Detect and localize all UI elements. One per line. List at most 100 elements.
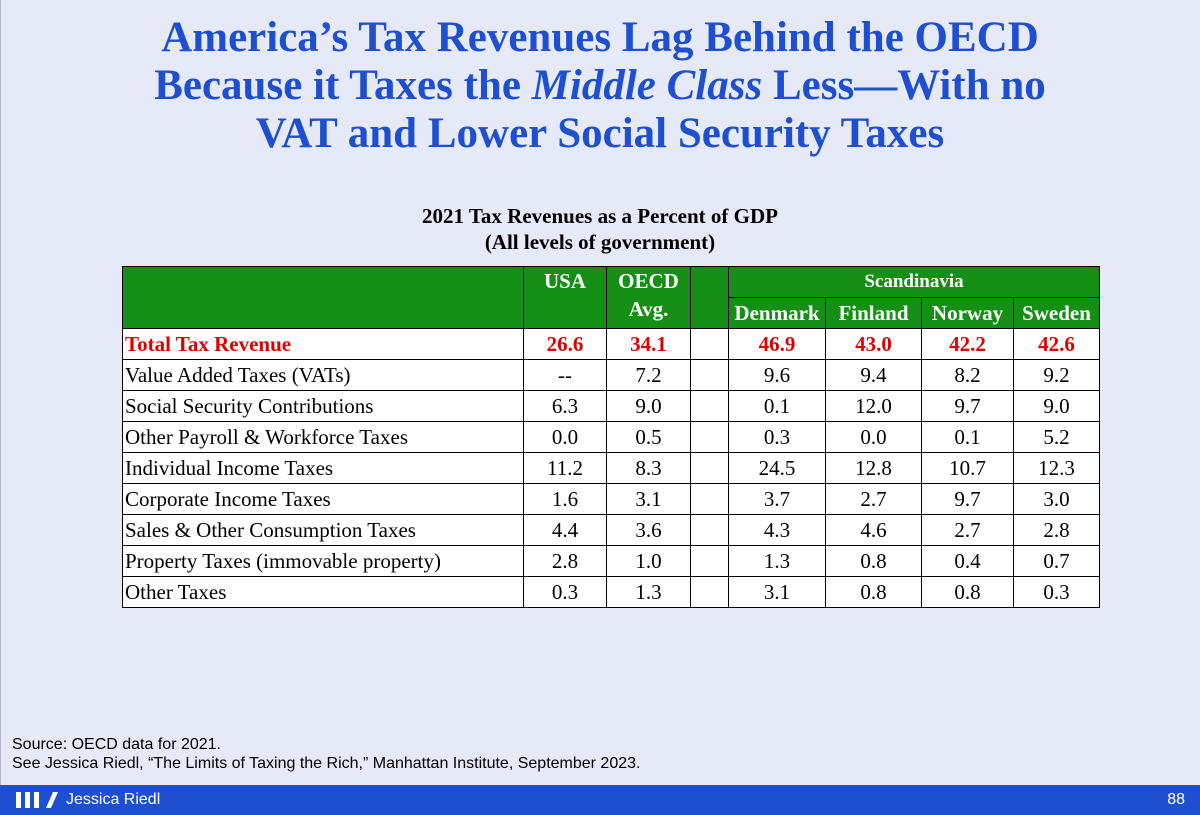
table-row: Corporate Income Taxes 1.6 3.1 3.7 2.7 9.7 3.0 <box>122 483 1100 515</box>
table-title: 2021 Tax Revenues as a Percent of GDP (A… <box>0 203 1200 255</box>
cell-finland: 2.7 <box>825 483 922 515</box>
spacer-cell <box>690 514 729 546</box>
cell-norway: 0.8 <box>921 576 1014 608</box>
cell-usa: 4.4 <box>523 514 607 546</box>
cell-usa: 26.6 <box>523 328 607 360</box>
tax-revenue-table: USA OECD Avg. Scandinavia Denmark Finlan… <box>122 266 1100 608</box>
cell-usa: 11.2 <box>523 452 607 484</box>
spacer-cell <box>690 421 729 453</box>
footer-bar: Jessica Riedl 88 <box>0 785 1200 815</box>
header-scandinavia: Scandinavia <box>728 266 1100 298</box>
spacer-cell <box>690 545 729 577</box>
cell-finland: 4.6 <box>825 514 922 546</box>
cell-oecd: 0.5 <box>606 421 691 453</box>
source-note: Source: OECD data for 2021. See Jessica … <box>12 735 640 773</box>
slide-title-line3: VAT and Lower Social Security Taxes <box>255 110 945 157</box>
row-label: Other Payroll & Workforce Taxes <box>122 421 524 453</box>
header-norway: Norway <box>921 297 1014 329</box>
cell-denmark: 1.3 <box>728 545 826 577</box>
cell-usa: 0.3 <box>523 576 607 608</box>
table-row: Social Security Contributions 6.3 9.0 0.1 12… <box>122 390 1100 422</box>
slide-title-line2-post: Less—With no <box>762 62 1046 109</box>
slide-title-line1: America’s Tax Revenues Lag Behind the OE… <box>161 14 1039 61</box>
spacer-cell <box>690 452 729 484</box>
row-label: Total Tax Revenue <box>122 328 524 360</box>
table-row: Other Taxes 0.3 1.3 3.1 0.8 0.8 0.3 <box>122 576 1100 608</box>
table-row: Sales & Other Consumption Taxes 4.4 3.6 4.3… <box>122 514 1100 546</box>
slide-title-emphasis: Middle Class <box>531 62 763 109</box>
slide-title-line2-pre: Because it Taxes the <box>154 62 532 109</box>
cell-denmark: 3.1 <box>728 576 826 608</box>
cell-usa: -- <box>523 359 607 391</box>
cell-denmark: 3.7 <box>728 483 826 515</box>
cell-oecd: 9.0 <box>606 390 691 422</box>
header-spacer <box>690 266 729 329</box>
cell-finland: 0.0 <box>825 421 922 453</box>
cell-usa: 2.8 <box>523 545 607 577</box>
cell-sweden: 42.6 <box>1013 328 1100 360</box>
spacer-cell <box>690 359 729 391</box>
cell-oecd: 7.2 <box>606 359 691 391</box>
cell-oecd: 3.1 <box>606 483 691 515</box>
cell-denmark: 9.6 <box>728 359 826 391</box>
row-label: Social Security Contributions <box>122 390 524 422</box>
header-usa: USA <box>523 266 607 329</box>
footer-author: Jessica Riedl <box>66 791 161 808</box>
cell-sweden: 0.3 <box>1013 576 1100 608</box>
cell-oecd: 8.3 <box>606 452 691 484</box>
table-title-line2: (All levels of government) <box>484 230 716 254</box>
table-row: Total Tax Revenue 26.6 34.1 46.9 43.0 42.2 42.… <box>122 328 1100 360</box>
header-label-cell <box>122 266 524 329</box>
cell-finland: 43.0 <box>825 328 922 360</box>
spacer-cell <box>690 483 729 515</box>
table-row: Other Payroll & Workforce Taxes 0.0 0.5 0.3… <box>122 421 1100 453</box>
cell-denmark: 0.1 <box>728 390 826 422</box>
cell-finland: 12.0 <box>825 390 922 422</box>
slide-title: America’s Tax Revenues Lag Behind the OE… <box>0 14 1200 158</box>
table-row: Value Added Taxes (VATs) -- 7.2 9.6 9.4 8.2 9.… <box>122 359 1100 391</box>
cell-sweden: 5.2 <box>1013 421 1100 453</box>
cell-norway: 8.2 <box>921 359 1014 391</box>
table-body: Total Tax Revenue 26.6 34.1 46.9 43.0 42.2 42.… <box>122 328 1100 608</box>
header-row-1: USA OECD Avg. Scandinavia <box>122 266 1100 329</box>
header-oecd: OECD Avg. <box>606 266 691 329</box>
cell-usa: 6.3 <box>523 390 607 422</box>
header-finland: Finland <box>825 297 922 329</box>
header-denmark: Denmark <box>728 297 826 329</box>
cell-finland: 0.8 <box>825 545 922 577</box>
cell-norway: 9.7 <box>921 390 1014 422</box>
cell-norway: 9.7 <box>921 483 1014 515</box>
slide-left-rule <box>0 0 1 785</box>
cell-denmark: 4.3 <box>728 514 826 546</box>
header-row-2: Denmark Finland Norway Sweden <box>123 297 1100 329</box>
cell-sweden: 0.7 <box>1013 545 1100 577</box>
source-line1: Source: OECD data for 2021. <box>12 736 221 753</box>
cell-sweden: 9.0 <box>1013 390 1100 422</box>
spacer-cell <box>690 328 729 360</box>
logo-icon <box>16 792 58 808</box>
row-label: Property Taxes (immovable property) <box>122 545 524 577</box>
page-number: 88 <box>1167 791 1185 808</box>
cell-norway: 42.2 <box>921 328 1014 360</box>
source-line2: See Jessica Riedl, “The Limits of Taxing… <box>12 755 641 772</box>
cell-finland: 9.4 <box>825 359 922 391</box>
cell-usa: 0.0 <box>523 421 607 453</box>
cell-norway: 2.7 <box>921 514 1014 546</box>
header-oecd-line2: Avg. <box>628 297 669 321</box>
spacer-cell <box>690 390 729 422</box>
cell-norway: 0.1 <box>921 421 1014 453</box>
cell-usa: 1.6 <box>523 483 607 515</box>
cell-norway: 0.4 <box>921 545 1014 577</box>
cell-norway: 10.7 <box>921 452 1014 484</box>
table-title-line1: 2021 Tax Revenues as a Percent of GDP <box>421 204 778 228</box>
table-row: Property Taxes (immovable property) 2.8 1.… <box>122 545 1100 577</box>
row-label: Individual Income Taxes <box>122 452 524 484</box>
cell-denmark: 46.9 <box>728 328 826 360</box>
cell-oecd: 1.0 <box>606 545 691 577</box>
cell-sweden: 9.2 <box>1013 359 1100 391</box>
slide-title-line2: Because it Taxes the Middle Class Less—W… <box>0 62 1200 110</box>
row-label: Value Added Taxes (VATs) <box>122 359 524 391</box>
cell-denmark: 24.5 <box>728 452 826 484</box>
spacer-cell <box>690 576 729 608</box>
cell-oecd: 34.1 <box>606 328 691 360</box>
